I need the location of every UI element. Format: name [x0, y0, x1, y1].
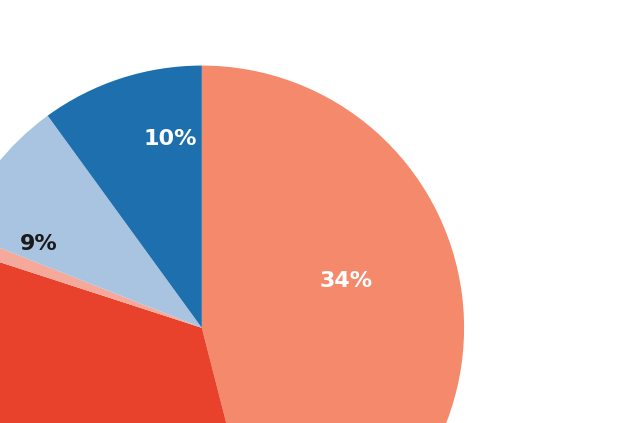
Text: 34%: 34% [320, 271, 373, 291]
Text: 10%: 10% [143, 129, 197, 149]
Wedge shape [0, 115, 202, 328]
Text: 9%: 9% [20, 234, 58, 254]
Wedge shape [48, 66, 202, 328]
Wedge shape [0, 247, 267, 423]
Wedge shape [0, 231, 202, 328]
Wedge shape [202, 66, 464, 423]
